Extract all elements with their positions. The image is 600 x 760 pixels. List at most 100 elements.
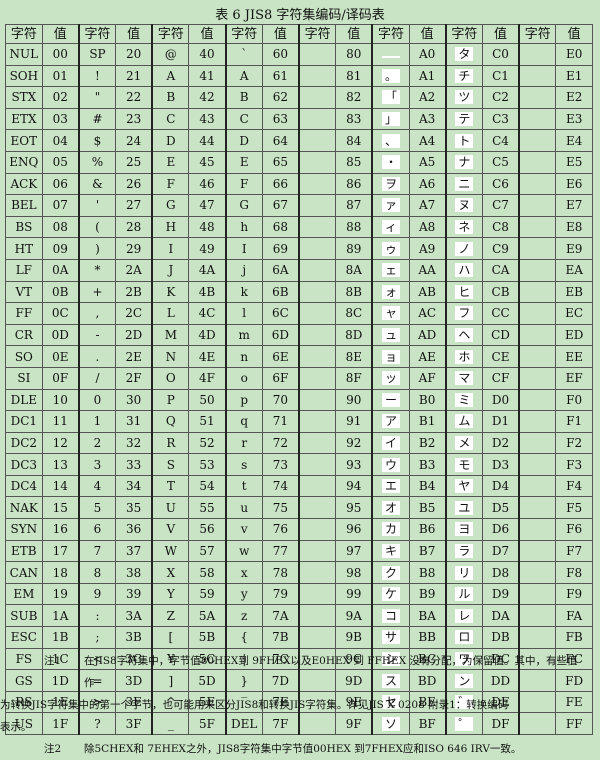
char-cell: BEL (5, 194, 43, 217)
value-cell: 27 (115, 194, 153, 217)
char-cell: ヌ (444, 194, 483, 217)
char-cell: レ (444, 604, 483, 628)
value-cell: 69 (261, 237, 300, 260)
table-row: ENQ 05% 25 E 45 E 65 85 ・ A5 ナ C5 E5 (5, 150, 593, 174)
value-cell: 6B (261, 280, 300, 304)
table-header-row: 字符值字符值字符值字符值字符值字符值字符值字符值 (5, 24, 593, 44)
char-cell: NUL (5, 43, 43, 66)
value-cell: 54 (188, 474, 227, 498)
value-cell: DA (481, 604, 520, 628)
value-cell: 2E (115, 345, 153, 368)
char-cell (298, 453, 337, 476)
char-cell: ! (77, 64, 117, 88)
char-cell (298, 150, 337, 174)
char-cell: 1 (77, 410, 117, 433)
value-cell: 46 (188, 172, 227, 196)
value-cell: AA (408, 258, 447, 282)
value-cell: 56 (188, 518, 227, 541)
char-cell: ソ (371, 712, 410, 735)
value-cell: B5 (408, 496, 447, 520)
katakana-glyph: 、 (381, 133, 400, 148)
char-cell: C (151, 107, 190, 131)
value-cell: 16 (41, 518, 80, 541)
table-row: US 1F? 3F _ 5F DEL 7F 9F ソ BF ゜ DF FF (5, 712, 593, 735)
char-cell: h (224, 215, 263, 239)
katakana-glyph: ナ (455, 155, 474, 170)
value-cell: 9B (335, 626, 373, 649)
char-cell (518, 496, 557, 520)
char-cell: G (151, 194, 190, 217)
char-cell: ウ (371, 453, 410, 476)
char-cell (298, 345, 337, 368)
char-cell: Q (151, 410, 190, 433)
char-cell (518, 107, 557, 131)
value-cell: 72 (261, 431, 300, 455)
value-cell: 62 (261, 86, 300, 109)
jis8-code-table: 字符值字符值字符值字符值字符值字符值字符值字符值 NUL 00 SP 20 @40 ` 60… (5, 24, 593, 735)
katakana-glyph: ユ (455, 500, 474, 515)
value-cell: 5B (188, 626, 227, 649)
value-cell: 0A (41, 258, 80, 282)
char-cell: NAK (5, 496, 43, 520)
table-row: GS 1D = 3D] 5D} 7D 9D ス BD ン DD FD (5, 669, 593, 692)
katakana-glyph: ネ (455, 220, 474, 235)
value-cell: A4 (408, 129, 447, 152)
char-cell (518, 129, 557, 152)
value-cell: E2 (555, 86, 593, 109)
char-cell: % (77, 150, 117, 174)
katakana-glyph: タ (455, 47, 474, 62)
char-cell: SO (5, 345, 43, 368)
value-cell: 42 (188, 86, 227, 109)
value-cell: 65 (261, 150, 300, 174)
table-row: HT 09) 29 I 49 I 69 89 ゥ A9 ノ C9 E9 (5, 237, 593, 260)
char-cell: ヲ (371, 172, 410, 196)
char-cell: " (77, 86, 117, 109)
char-cell: ヨ (444, 518, 483, 541)
value-cell: 51 (188, 410, 227, 433)
value-cell: D6 (481, 518, 520, 541)
katakana-glyph: ェ (381, 263, 400, 278)
value-cell: 70 (261, 388, 300, 412)
header-char: 字符 (224, 24, 263, 44)
char-cell: DC1 (5, 410, 43, 433)
katakana-glyph: ャ (381, 306, 400, 321)
char-cell: ヒ (444, 280, 483, 304)
char-cell: S (151, 453, 190, 476)
value-cell: A7 (408, 194, 447, 217)
value-cell: 75 (261, 496, 300, 520)
char-cell (518, 474, 557, 498)
value-cell: FF (555, 712, 593, 735)
char-cell: ノ (444, 237, 483, 260)
katakana-glyph: シ (381, 651, 400, 666)
value-cell: E5 (555, 150, 593, 174)
value-cell: E1 (555, 64, 593, 88)
char-cell: ホ (444, 345, 483, 368)
value-cell: 81 (335, 64, 373, 88)
katakana-glyph: ウ (381, 457, 400, 472)
char-cell (298, 194, 337, 217)
char-cell: & (77, 172, 117, 196)
table-row: FS 1C <3C ¥5C | 7C 9C シ BC ワ DC FC (5, 647, 593, 671)
char-cell: 3 (77, 453, 117, 476)
char-cell (518, 626, 557, 649)
table-row: STX 02 " 22 B 42 B 62 82 「A2 ツ C2 E2 (5, 86, 593, 109)
value-cell: 31 (115, 410, 153, 433)
katakana-glyph: 」 (381, 112, 400, 127)
value-cell: 15 (41, 496, 80, 520)
value-cell: A0 (408, 43, 447, 66)
value-cell: 63 (261, 107, 300, 131)
char-cell: キ (371, 539, 410, 563)
value-cell: 1A (41, 604, 80, 628)
value-cell: 19 (41, 582, 80, 606)
katakana-glyph: ョ (381, 349, 400, 364)
char-cell: BS (5, 215, 43, 239)
char-cell: リ (444, 561, 483, 584)
katakana-glyph: キ (381, 543, 400, 558)
value-cell: 73 (261, 453, 300, 476)
char-cell: w (224, 539, 263, 563)
value-cell: FB (555, 626, 593, 649)
table-row: SUB 1A:3A Z 5A z 7A 9A コ BA レ DA FA (5, 604, 593, 628)
value-cell: 80 (335, 43, 373, 66)
char-cell: テ (444, 107, 483, 131)
value-cell: B9 (408, 582, 447, 606)
